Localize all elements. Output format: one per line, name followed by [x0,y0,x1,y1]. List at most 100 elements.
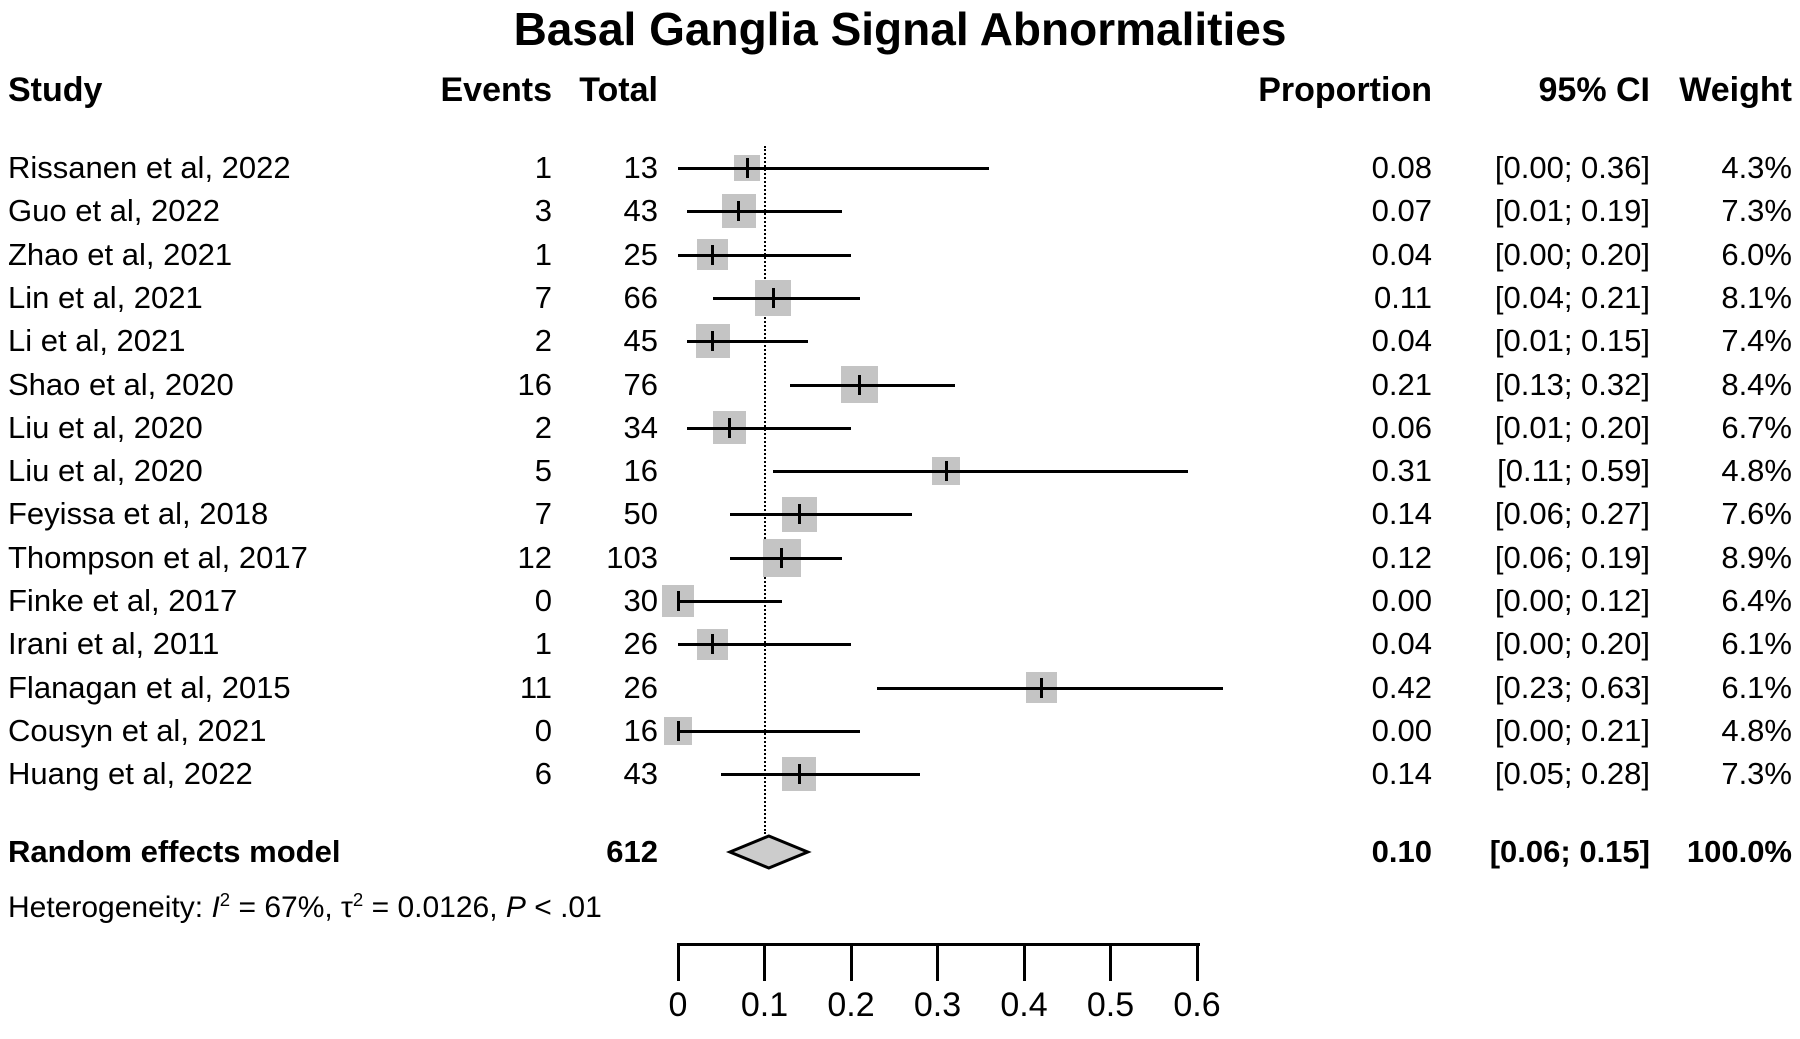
ci-line [678,600,782,603]
events-value: 12 [517,539,552,575]
ci-line [729,556,843,560]
axis-line [678,943,1200,946]
weight-value: 7.3% [1721,756,1792,792]
proportion-value: 0.31 [1371,453,1432,489]
study-row: Thompson et al, 2017 12 103 0.12 [0.06; 0.19… [0,538,1800,578]
study-name: Rissanen et al, 2022 [8,150,291,185]
point-estimate-tick [745,158,749,178]
summary-proportion-value: 0.10 [1371,834,1432,869]
study-row: Cousyn et al, 2021 0 16 0.00 [0.00; 0.21] 4.8… [0,711,1800,751]
point-estimate-tick [728,417,732,438]
point-estimate-tick [711,634,715,655]
weight-value: 4.8% [1721,453,1792,489]
column-header-ci: 95% CI [1538,71,1651,109]
proportion-value: 0.14 [1371,496,1432,532]
proportion-value: 0.00 [1371,583,1432,618]
ci-value: [0.01; 0.15] [1494,323,1650,359]
events-value: 5 [534,453,552,489]
ci-value: [0.05; 0.28] [1494,756,1650,792]
events-value: 2 [534,409,552,445]
ci-value: [0.00; 0.36] [1494,150,1650,185]
total-value: 43 [623,756,658,792]
i-squared-exponent: 2 [219,889,231,910]
ci-line [686,210,843,214]
proportion-value: 0.21 [1371,366,1432,402]
ci-value: [0.00; 0.12] [1494,583,1650,618]
study-name: Flanagan et al, 2015 [8,669,291,705]
ci-value: [0.01; 0.20] [1494,409,1650,445]
ci-value: [0.00; 0.21] [1494,712,1650,748]
total-value: 50 [623,496,658,532]
study-row: Liu et al, 2020 5 16 0.31 [0.11; 0.59] 4.8% [0,451,1800,491]
summary-weight-value: 100.0% [1686,834,1792,869]
weight-value: 6.7% [1721,409,1792,445]
axis-tick [763,943,766,981]
point-estimate-tick [711,244,715,265]
proportion-value: 0.12 [1371,539,1432,575]
axis-tick [1022,943,1026,981]
proportion-value: 0.00 [1371,712,1432,748]
ci-value: [0.06; 0.27] [1494,496,1650,532]
total-value: 43 [623,193,658,229]
point-estimate-tick [737,201,741,222]
total-value: 25 [623,236,658,272]
proportion-value: 0.08 [1371,150,1432,185]
het-i2-value: = 67%, [230,891,342,924]
weight-value: 6.4% [1721,583,1792,618]
proportion-value: 0.06 [1371,409,1432,445]
weight-value: 6.0% [1721,236,1792,272]
axis-tick [1109,943,1112,981]
study-name: Irani et al, 2011 [8,626,220,662]
study-name: Feyissa et al, 2018 [8,496,269,532]
proportion-value: 0.04 [1371,323,1432,359]
summary-ci-value: [0.06; 0.15] [1489,834,1650,869]
total-value: 103 [606,539,658,575]
column-header-proportion: Proportion [1258,71,1432,109]
study-name: Finke et al, 2017 [8,583,238,618]
ci-value: [0.06; 0.19] [1494,539,1650,575]
events-value: 1 [534,150,552,185]
point-estimate-tick [676,591,680,611]
study-row: Lin et al, 2021 7 66 0.11 [0.04; 0.21] 8.1% [0,278,1800,318]
tau-squared-symbol: τ [341,891,353,924]
axis-tick-label: 0.1 [740,986,789,1024]
ci-value: [0.11; 0.59] [1497,453,1650,489]
ci-line [678,253,851,257]
het-tau2-value: = 0.0126, [363,891,506,924]
study-row: Huang et al, 2022 6 43 0.14 [0.05; 0.28] 7.3% [0,754,1800,794]
total-value: 45 [623,323,658,359]
ci-line [876,686,1223,690]
axis-tick [936,943,939,981]
tau-squared-exponent: 2 [352,889,364,910]
p-symbol: P [505,891,526,924]
point-estimate-tick [944,461,948,482]
summary-label: Random effects model [8,834,341,869]
point-estimate-tick [771,287,775,308]
ci-line [790,383,955,387]
point-estimate-tick [676,720,680,741]
study-name: Huang et al, 2022 [8,756,253,792]
study-row: Finke et al, 2017 0 30 0.00 [0.00; 0.12] 6.4% [0,581,1800,621]
weight-value: 7.4% [1721,323,1792,359]
het-p-value: < .01 [525,891,602,924]
study-name: Guo et al, 2022 [8,193,220,229]
axis-tick [1195,943,1199,981]
column-header-events: Events [440,71,553,109]
study-row: Li et al, 2021 2 45 0.04 [0.01; 0.15] 7.4% [0,321,1800,361]
events-value: 7 [534,279,552,315]
ci-line [678,729,860,733]
total-value: 66 [623,279,658,315]
summary-row: Random effects model 612 0.10 [0.06; 0.15] 1… [0,832,1800,872]
total-value: 13 [623,150,658,185]
axis-tick-label: 0.6 [1173,986,1221,1024]
ci-value: [0.04; 0.21] [1494,279,1650,315]
ci-value: [0.00; 0.20] [1494,236,1650,272]
proportion-value: 0.11 [1373,279,1432,315]
ci-line [721,773,921,777]
study-row: Shao et al, 2020 16 76 0.21 [0.13; 0.32] 8.4% [0,365,1800,405]
events-value: 11 [519,669,552,705]
ci-line [678,167,990,170]
events-value: 16 [517,366,552,402]
ci-line [712,296,860,300]
